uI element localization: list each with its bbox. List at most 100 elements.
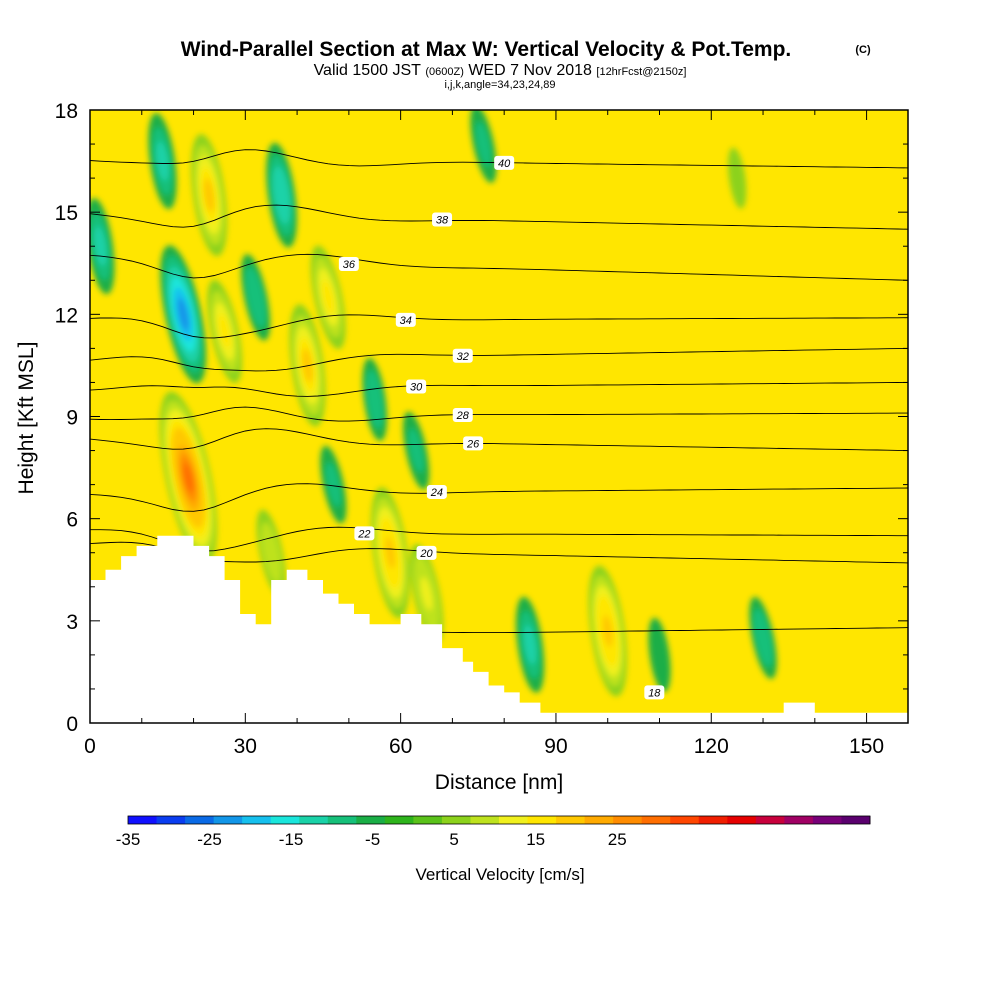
contour-label-bg [426, 484, 447, 499]
velocity-contour-band [385, 536, 396, 569]
velocity-contour-band [369, 381, 381, 418]
x-tick-label: 30 [234, 735, 257, 758]
y-tick-label: 3 [66, 611, 78, 634]
colorbar-swatch [242, 816, 272, 824]
velocity-feature-downdraft [148, 113, 177, 210]
colorbar-swatch [698, 816, 728, 824]
colorbar-tick-label: 5 [449, 830, 458, 849]
colorbar-swatch [327, 816, 357, 824]
contour-label-bg [354, 526, 375, 541]
contour-label-bg [395, 312, 416, 327]
contour-label-bg [452, 407, 473, 422]
velocity-feature-updraft [727, 147, 747, 209]
colorbar-swatch [841, 816, 871, 824]
colorbar-tick-labels: -35 -25 -15 -5 5 15 25 [116, 830, 627, 849]
colorbar-swatch [270, 816, 300, 824]
contour-label-bg [416, 545, 437, 560]
velocity-feature-updraft [256, 509, 286, 596]
velocity-contour-band [756, 620, 770, 656]
colorbar-swatch [584, 816, 614, 824]
theta-contour-line [90, 428, 908, 452]
contour-labels: 18 20 22 24 26 28 30 32 34 36 38 40 [338, 155, 665, 700]
velocity-feature-updraft [588, 565, 627, 697]
colorbar-swatch [499, 816, 529, 824]
theta-contour-line [90, 526, 908, 552]
forecast-info: [12hrFcst@2150z] [596, 66, 686, 78]
y-axis-label: Height [Kft MSL] [15, 342, 38, 495]
colorbar-tick-label: 25 [608, 830, 627, 849]
contour-label-bg [452, 348, 473, 363]
y-tick-label: 9 [66, 407, 78, 430]
contour-label: 22 [357, 528, 370, 540]
velocity-contour-band [523, 624, 537, 665]
colorbar-frame [127, 815, 871, 825]
colorbar-swatch [356, 816, 386, 824]
velocity-contour-band [249, 279, 263, 316]
x-tick-label: 150 [849, 735, 884, 758]
velocity-contour-band [325, 462, 342, 507]
contour-label: 26 [466, 438, 480, 450]
colorbar-swatch [299, 816, 329, 824]
colorbar-swatch [556, 816, 586, 824]
x-tick-labels: 0 30 60 90 120 150 [84, 735, 884, 758]
contour-label: 30 [410, 382, 423, 394]
velocity-feature-downdraft [320, 445, 347, 524]
valid-time: Valid 1500 JST [314, 62, 422, 79]
velocity-contour-band [203, 178, 215, 213]
colorbar-tick-label: -15 [279, 830, 304, 849]
terrain-mask [90, 535, 908, 723]
colorbar-swatch [670, 816, 700, 824]
velocity-feature-downdraft [362, 358, 388, 441]
axis-ticks [89, 109, 908, 724]
theta-contour-line [90, 381, 908, 397]
x-tick-label: 0 [84, 735, 96, 758]
plot-area [90, 110, 908, 723]
velocity-feature-updraft [207, 279, 242, 384]
y-tick-labels: 0 3 6 9 12 15 18 [55, 100, 78, 736]
colorbar-swatch [641, 816, 671, 824]
x-tick-label: 90 [544, 735, 567, 758]
theta-contour-line [90, 204, 908, 230]
colorbar-tick-label: 15 [526, 830, 545, 849]
velocity-feature-updraft [409, 544, 444, 644]
velocity-feature-downdraft [515, 596, 545, 693]
contour-label: 38 [436, 214, 449, 226]
contour-label-bg [338, 256, 359, 271]
velocity-feature-downdraft [648, 617, 671, 692]
colorbar-swatch [613, 816, 643, 824]
colorbar-swatch [441, 816, 471, 824]
utc-time: (0600Z) [425, 66, 464, 78]
theta-contour-line [90, 347, 908, 372]
velocity-contour-band [475, 121, 492, 167]
y-tick-label: 6 [66, 509, 78, 532]
contour-label: 32 [457, 351, 469, 363]
chart-title: Wind-Parallel Section at Max W: Vertical… [181, 38, 792, 61]
colorbar-swatch [128, 816, 158, 824]
velocity-feature-downdraft [470, 110, 497, 183]
colorbar-swatch [727, 816, 757, 824]
velocity-contour-band [420, 576, 433, 611]
y-tick-label: 18 [55, 100, 78, 123]
velocity-contour-band [264, 534, 278, 572]
velocity-feature-updraft [310, 245, 346, 350]
theta-contour-line [90, 253, 908, 281]
velocity-contour-band [218, 314, 231, 349]
contour-label: 18 [648, 687, 661, 699]
velocity-feature-downdraft [266, 142, 297, 248]
colorbar-swatch [185, 816, 215, 824]
colorbar-swatch [470, 816, 500, 824]
colorbar [127, 815, 871, 825]
contour-label-bg [644, 685, 665, 700]
theta-contour-line [90, 483, 908, 512]
x-axis-label: Distance [nm] [435, 771, 563, 794]
colorbar-swatch [413, 816, 443, 824]
velocity-contour-band [156, 141, 169, 182]
contour-label-bg [432, 212, 453, 227]
velocity-contour-band [322, 279, 335, 315]
x-tick-label: 120 [694, 735, 729, 758]
colorbar-swatch [755, 816, 785, 824]
colorbar-swatch [812, 816, 842, 824]
colorbar-tick-label: -35 [116, 830, 141, 849]
contour-label: 28 [456, 410, 470, 422]
